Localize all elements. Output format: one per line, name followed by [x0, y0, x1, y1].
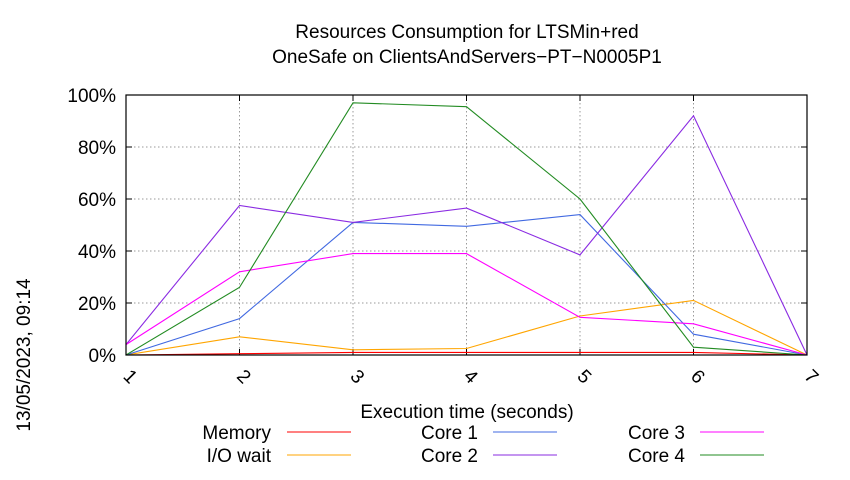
y-tick-label: 100%: [67, 86, 116, 107]
legend-label-core-3: Core 3: [628, 423, 685, 444]
x-tick-label: 4: [459, 366, 482, 389]
legend-label-core-2: Core 2: [421, 446, 478, 467]
x-axis: 1 2 3 4 5 6 7: [119, 95, 822, 389]
series-line-core-2: [125, 114, 808, 356]
x-tick-label: 1: [119, 366, 141, 388]
series-line-core-1: [125, 214, 808, 356]
x-tick-label: 2: [232, 366, 254, 388]
y-tick-label: 0%: [89, 346, 117, 367]
grid: [126, 95, 807, 355]
y-tick-label: 20%: [78, 294, 116, 315]
legend-label-core-4: Core 4: [628, 446, 685, 467]
x-tick-label: 7: [800, 366, 822, 388]
legend-label-i-o-wait: I/O wait: [207, 446, 272, 467]
y-tick-label: 40%: [78, 242, 116, 263]
x-tick-label: 3: [346, 366, 368, 388]
series-lines: [125, 102, 808, 356]
series-line-core-3: [125, 253, 808, 356]
x-axis-label: Execution time (seconds): [360, 402, 573, 423]
y-tick-label: 80%: [78, 138, 116, 159]
x-tick-label: 6: [686, 366, 708, 388]
series-line-core-4: [125, 102, 808, 356]
legend-label-memory: Memory: [202, 423, 271, 444]
timestamp-label: 13/05/2023, 09:14: [14, 278, 35, 432]
plot-frame: [125, 94, 808, 356]
chart-title-line-1: Resources Consumption for LTSMin+red: [295, 22, 638, 43]
series-line-memory: [125, 351, 808, 356]
y-tick-label: 60%: [78, 190, 116, 211]
series-line-i-o-wait: [125, 299, 808, 356]
chart-title-line-2: OneSafe on ClientsAndServers−PT−N0005P1: [272, 47, 662, 68]
legend-label-core-1: Core 1: [421, 423, 478, 444]
x-tick-label: 5: [573, 366, 595, 388]
